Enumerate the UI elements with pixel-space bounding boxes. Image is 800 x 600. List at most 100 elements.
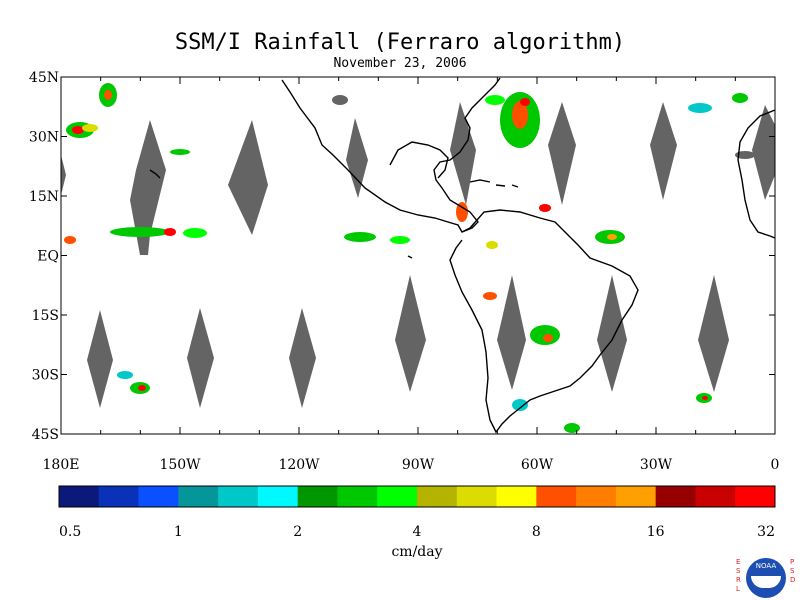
- axis-ticks: [60, 76, 776, 435]
- lat-label: 30N: [29, 130, 59, 146]
- swath-shape: [130, 120, 166, 255]
- colorbar-swatch: [456, 486, 498, 507]
- lat-label: 45N: [29, 70, 59, 86]
- rain-patch: [520, 98, 530, 106]
- colorbar-swatch: [695, 486, 736, 507]
- rain-patch: [332, 95, 348, 105]
- noaa-badge-text: NOAA: [755, 562, 777, 570]
- colorbar-swatch: [576, 486, 617, 507]
- lat-label: 15N: [29, 189, 59, 205]
- rain-patch: [512, 101, 528, 129]
- rain-patch: [485, 95, 505, 105]
- colorbar-swatch: [337, 486, 378, 507]
- colorbar-tick-label: 8: [532, 524, 541, 540]
- rain-patch: [170, 149, 190, 155]
- coastline-south-america: [449, 209, 639, 434]
- colorbar-unit: cm/day: [391, 544, 442, 560]
- longitude-labels: 180E 150W 120W 90W 60W 30W 0: [43, 457, 780, 473]
- colorbar-swatch: [138, 486, 179, 507]
- lon-label: 30W: [640, 457, 673, 473]
- coastline-gulf: [389, 141, 449, 179]
- lon-label: 150W: [159, 457, 201, 473]
- rain-patch: [456, 202, 468, 222]
- rain-patch: [72, 126, 84, 134]
- colorbar-tick-label: 0.5: [59, 524, 81, 540]
- rain-patch: [82, 124, 98, 132]
- lat-label: 15S: [32, 308, 59, 324]
- plot-area: 45N 30N 15N EQ 15S 30S 45S 180E 150W 120W 90W 60W 3…: [29, 70, 780, 473]
- colorbar-swatch: [297, 486, 338, 507]
- swath-shape: [548, 102, 576, 205]
- swath-shape: [61, 155, 66, 195]
- rain-patch: [164, 228, 176, 236]
- colorbar-swatch: [536, 486, 577, 507]
- rain-patch: [117, 371, 133, 379]
- lon-label: 60W: [521, 457, 554, 473]
- noaa-badge: NOAA: [746, 558, 786, 598]
- colorbar-tick-label: 1: [174, 524, 183, 540]
- coastline-island: [149, 169, 413, 259]
- lat-label: 45S: [32, 427, 59, 443]
- colorbar-swatch: [178, 486, 219, 507]
- colorbar-swatch: [377, 486, 418, 507]
- lon-label: 90W: [402, 457, 435, 473]
- rain-patch: [483, 292, 497, 300]
- rain-patch: [138, 385, 146, 391]
- colorbar-swatch: [257, 486, 299, 507]
- colorbar-tick-label: 4: [413, 524, 422, 540]
- colorbar-tick-label: 2: [293, 524, 302, 540]
- coastlines: [149, 77, 776, 434]
- colorbar-swatch: [59, 486, 100, 507]
- latitude-labels: 45N 30N 15N EQ 15S 30S 45S: [29, 70, 59, 443]
- colorbar-tick-label: 16: [647, 524, 665, 540]
- colorbar-swatch: [496, 486, 537, 507]
- swath-shape: [497, 275, 526, 390]
- swath-shape: [87, 310, 113, 408]
- lat-label: EQ: [37, 249, 59, 265]
- colorbar-swatch: [218, 486, 259, 507]
- colorbar-swatch: [615, 486, 657, 507]
- badge-wave: [751, 576, 781, 588]
- rain-patch: [702, 396, 708, 400]
- swath-shape: [450, 102, 476, 205]
- coastline-north-america: [281, 77, 501, 233]
- rain-patch: [735, 151, 755, 159]
- rain-patch: [110, 227, 170, 237]
- coastline-caribbean: [469, 179, 519, 188]
- rain-patch: [183, 228, 207, 238]
- rain-patch: [104, 90, 112, 100]
- colorbar-frame: [58, 485, 776, 508]
- rain-patch: [486, 241, 498, 249]
- swath-shape: [228, 120, 268, 235]
- rain-patch: [564, 423, 580, 433]
- swath-shape: [752, 105, 775, 200]
- lon-label: 0: [771, 457, 780, 473]
- lon-label: 180E: [43, 457, 80, 473]
- rain-patch: [64, 236, 76, 244]
- missing-data-swaths: [61, 102, 775, 408]
- colorbar: [58, 485, 776, 508]
- swath-shape: [650, 102, 677, 200]
- rain-patch: [512, 399, 528, 411]
- colorbar-labels: 0.5 1 2 4 8 16 32: [59, 524, 775, 540]
- rain-patch: [732, 93, 748, 103]
- map-subtitle: November 23, 2006: [333, 56, 467, 71]
- coastline-africa: [737, 109, 776, 239]
- swath-shape: [395, 275, 426, 392]
- rain-patch: [539, 204, 551, 212]
- colorbar-tick-label: 32: [757, 524, 775, 540]
- rain-patches: [64, 83, 755, 433]
- swath-shape: [698, 275, 729, 392]
- colorbar-swatch: [655, 486, 696, 507]
- rain-patch: [344, 232, 376, 242]
- swath-shape: [597, 275, 627, 392]
- swath-shape: [289, 308, 316, 408]
- swath-shape: [187, 308, 214, 408]
- rain-patch: [607, 234, 617, 240]
- rain-patch: [543, 334, 553, 342]
- swath-shape: [346, 118, 368, 198]
